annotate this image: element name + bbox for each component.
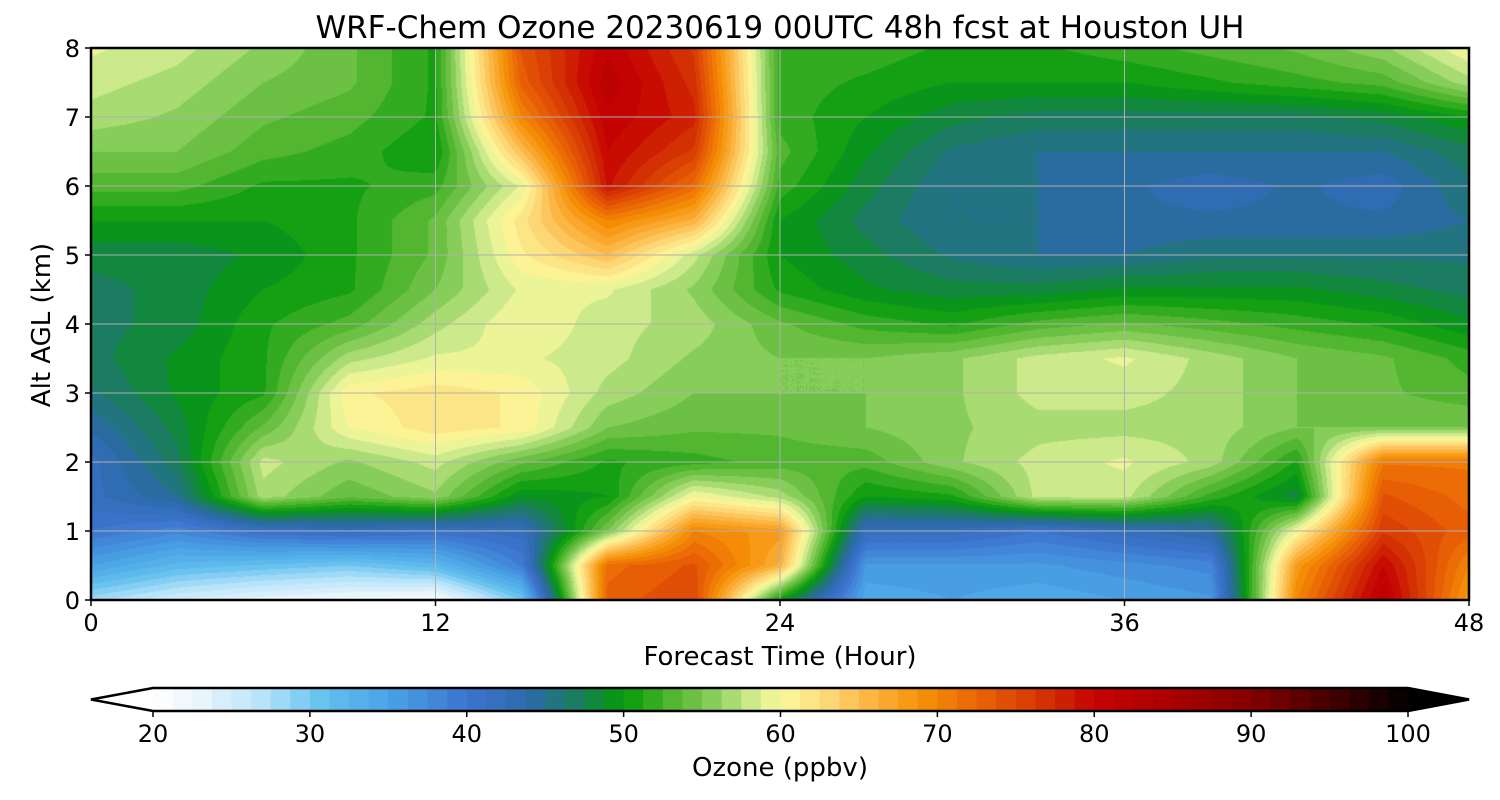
colorbar-segment — [172, 688, 193, 711]
colorbar-segment — [329, 688, 350, 711]
colorbar-label: Ozone (ppbv) — [692, 753, 868, 783]
colorbar-segment — [564, 688, 586, 711]
colorbar-segment — [858, 688, 880, 711]
colorbar-tick-label: 60 — [765, 720, 796, 748]
colorbar-segment — [1329, 688, 1350, 711]
y-tick-label: 6 — [65, 173, 80, 201]
colorbar-segment — [1015, 688, 1037, 711]
y-tick-label: 4 — [65, 311, 80, 339]
y-tick-label: 7 — [65, 104, 80, 132]
colorbar-segment — [192, 688, 213, 711]
y-axis-label: Alt AGL (km) — [27, 243, 57, 407]
y-tick-label: 1 — [65, 518, 80, 546]
colorbar-tick-label: 40 — [451, 720, 482, 748]
x-tick-label: 36 — [1109, 609, 1140, 637]
colorbar-segment — [800, 688, 821, 711]
chart-title: WRF-Chem Ozone 20230619 00UTC 48h fcst a… — [315, 10, 1244, 46]
colorbar-segment — [368, 688, 389, 711]
colorbar-segment — [878, 688, 899, 711]
colorbar-segment — [1074, 688, 1095, 711]
colorbar-segment — [525, 688, 546, 711]
colorbar-segment — [760, 688, 782, 711]
x-tick-label: 24 — [765, 609, 796, 637]
colorbar-segment — [1192, 688, 1213, 711]
colorbar-segment — [1309, 688, 1331, 711]
y-tick-label: 2 — [65, 449, 80, 477]
colorbar-segment — [407, 688, 429, 711]
colorbar-segment — [231, 688, 252, 711]
colorbar-segment — [1035, 688, 1056, 711]
colorbar-segment — [270, 688, 291, 711]
colorbar-segment — [1231, 688, 1252, 711]
colorbar-segment — [623, 688, 644, 711]
colorbar-segment — [211, 688, 233, 711]
colorbar-segment — [1290, 688, 1311, 711]
colorbar-segment — [1368, 688, 1389, 711]
colorbar-segment — [584, 688, 605, 711]
colorbar-segment — [937, 688, 958, 711]
colorbar-segment — [1270, 688, 1291, 711]
colorbar-segment — [780, 688, 801, 711]
colorbar-segment — [819, 688, 840, 711]
colorbar-segment — [1153, 688, 1174, 711]
colorbar-segment — [290, 688, 311, 711]
colorbar-segment — [388, 688, 409, 711]
colorbar-segment — [1133, 688, 1154, 711]
colorbar-segment — [898, 688, 919, 711]
colorbar-tick-label: 20 — [138, 720, 169, 748]
colorbar: 20 30 40 50 60 70 80 90 100 — [90, 686, 1470, 748]
colorbar-segment — [447, 688, 468, 711]
colorbar-segment — [427, 688, 448, 711]
colorbar-segment — [545, 688, 566, 711]
y-tick-label: 8 — [65, 35, 80, 63]
colorbar-segment — [1388, 688, 1409, 711]
x-tick-label: 0 — [83, 609, 98, 637]
colorbar-segment — [466, 688, 487, 711]
colorbar-segment — [604, 688, 625, 711]
colorbar-segment — [741, 688, 762, 711]
colorbar-segment — [505, 688, 527, 711]
colorbar-tick-label: 50 — [608, 720, 639, 748]
colorbar-segment — [349, 688, 370, 711]
colorbar-tick-label: 90 — [1236, 720, 1267, 748]
colorbar-segment — [309, 688, 331, 711]
y-tick-label: 0 — [65, 587, 80, 615]
colorbar-segment — [1172, 688, 1193, 711]
colorbar-segment — [682, 688, 703, 711]
colorbar-segment — [1349, 688, 1370, 711]
colorbar-segment — [956, 688, 978, 711]
colorbar-segment — [662, 688, 684, 711]
colorbar-segment — [917, 688, 938, 711]
x-tick-label: 12 — [420, 609, 451, 637]
colorbar-segment — [976, 688, 997, 711]
colorbar-extend-low — [91, 688, 153, 711]
colorbar-segment — [1251, 688, 1272, 711]
colorbar-segment — [1094, 688, 1115, 711]
colorbar-segment — [251, 688, 272, 711]
colorbar-segment — [702, 688, 723, 711]
x-tick-label: 48 — [1454, 609, 1485, 637]
colorbar-tick-label: 80 — [1079, 720, 1110, 748]
colorbar-tick-label: 100 — [1385, 720, 1431, 748]
y-tick-label: 3 — [65, 380, 80, 408]
colorbar-tick-label: 70 — [922, 720, 953, 748]
colorbar-segment — [486, 688, 507, 711]
colorbar-segment — [1113, 688, 1135, 711]
colorbar-segment — [153, 688, 174, 711]
colorbar-segment — [1211, 688, 1233, 711]
colorbar-segment — [1055, 688, 1076, 711]
colorbar-segment — [721, 688, 742, 711]
colorbar-segment — [996, 688, 1017, 711]
y-tick-label: 5 — [65, 242, 80, 270]
colorbar-segment — [839, 688, 860, 711]
colorbar-segment — [643, 688, 664, 711]
x-axis-label: Forecast Time (Hour) — [643, 642, 916, 672]
colorbar-tick-label: 30 — [295, 720, 326, 748]
colorbar-extend-high — [1408, 688, 1469, 711]
